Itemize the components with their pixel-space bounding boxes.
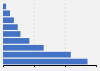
bar bbox=[3, 45, 44, 51]
bar bbox=[3, 24, 18, 30]
chart bbox=[0, 0, 100, 71]
bar bbox=[3, 52, 71, 58]
bar bbox=[3, 17, 14, 23]
bar bbox=[3, 4, 6, 10]
bars bbox=[3, 4, 87, 65]
x-tick-mark bbox=[34, 65, 35, 67]
x-tick-mark bbox=[65, 65, 66, 67]
x-axis bbox=[4, 65, 97, 67]
plot bbox=[3, 3, 97, 67]
x-axis-line bbox=[4, 66, 97, 68]
bar bbox=[3, 31, 20, 37]
bar bbox=[3, 38, 29, 44]
bar bbox=[3, 59, 87, 65]
x-tick bbox=[34, 65, 35, 67]
x-tick bbox=[65, 65, 66, 67]
bar bbox=[3, 11, 10, 17]
